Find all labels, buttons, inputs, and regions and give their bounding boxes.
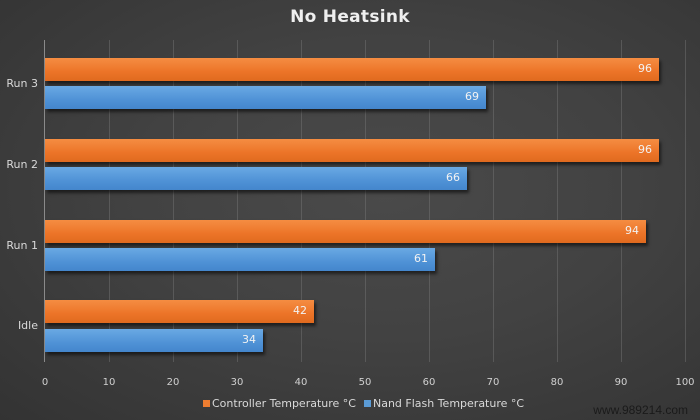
x-tick-label: 20 xyxy=(166,377,180,388)
category-label-run3: Run 3 xyxy=(6,77,38,90)
data-label: 61 xyxy=(414,252,428,265)
bar-run3-controller: 96 xyxy=(45,58,659,81)
legend-item-controller: Controller Temperature °C xyxy=(203,397,356,410)
x-tick-label: 10 xyxy=(102,377,116,388)
plot-area: 96 69 96 66 94 61 42 34 xyxy=(44,40,686,362)
data-label: 42 xyxy=(293,304,307,317)
x-tick-label: 80 xyxy=(550,377,564,388)
category-label-run1: Run 1 xyxy=(6,239,38,252)
watermark: www.989214.com xyxy=(593,403,688,417)
bar-run3-nand: 69 xyxy=(45,86,486,109)
gridline xyxy=(685,40,686,362)
gridline xyxy=(557,40,558,362)
gridline xyxy=(301,40,302,362)
gridline xyxy=(621,40,622,362)
orange-swatch-icon xyxy=(203,400,210,407)
bar-idle-nand: 34 xyxy=(45,329,263,352)
data-label: 96 xyxy=(638,143,652,156)
bar-run2-controller: 96 xyxy=(45,139,659,162)
data-label: 66 xyxy=(446,171,460,184)
gridline xyxy=(237,40,238,362)
gridline xyxy=(365,40,366,362)
data-label: 94 xyxy=(625,224,639,237)
chart-title: No Heatsink xyxy=(290,7,410,27)
bar-run1-controller: 94 xyxy=(45,220,646,243)
legend-label: Nand Flash Temperature °C xyxy=(372,397,525,410)
category-label-idle: Idle xyxy=(17,319,38,332)
blue-swatch-icon xyxy=(363,400,371,407)
gridline xyxy=(173,40,174,362)
x-tick-label: 100 xyxy=(675,377,695,388)
x-tick-label: 70 xyxy=(486,377,500,388)
data-label: 34 xyxy=(242,333,256,346)
legend: Controller Temperature °C Nand Flash Tem… xyxy=(203,397,524,410)
x-tick-label: 50 xyxy=(358,377,372,388)
category-label-run2: Run 2 xyxy=(6,158,38,171)
y-axis-line xyxy=(44,40,45,362)
data-label: 96 xyxy=(638,62,652,75)
x-tick-label: 60 xyxy=(422,377,436,388)
gridline xyxy=(109,40,110,362)
gridline xyxy=(429,40,430,362)
gridline xyxy=(493,40,494,362)
x-tick-label: 30 xyxy=(230,377,244,388)
legend-label: Controller Temperature °C xyxy=(212,397,356,410)
bar-run1-nand: 61 xyxy=(45,248,435,271)
bar-run2-nand: 66 xyxy=(45,167,467,190)
data-label: 69 xyxy=(465,90,479,103)
x-tick-label: 40 xyxy=(294,377,308,388)
x-tick-label: 90 xyxy=(614,377,628,388)
legend-item-nand: Nand Flash Temperature °C xyxy=(363,397,525,410)
x-tick-label: 0 xyxy=(41,377,49,388)
bar-idle-controller: 42 xyxy=(45,300,314,323)
